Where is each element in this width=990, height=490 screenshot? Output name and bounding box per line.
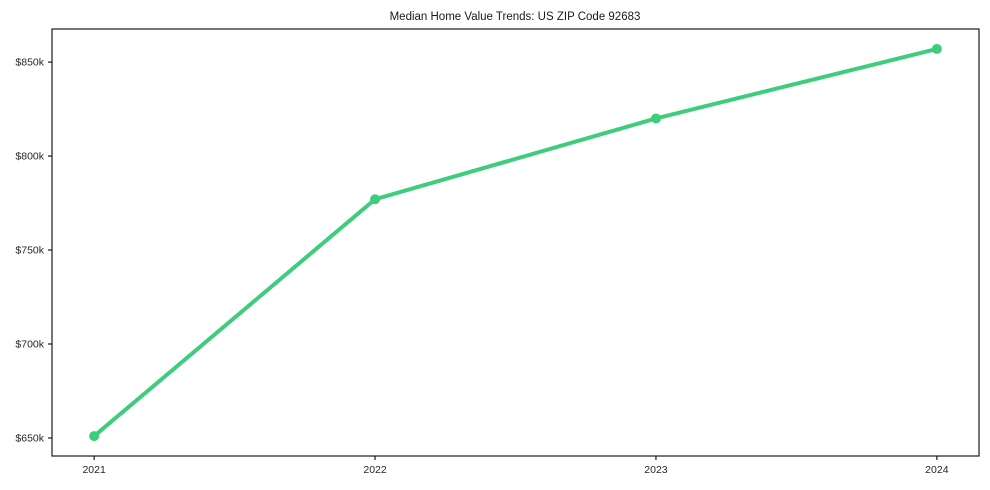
y-tick-label: $800k <box>15 151 44 163</box>
chart-title: Median Home Value Trends: US ZIP Code 92… <box>390 11 641 23</box>
trend-line <box>92 46 939 439</box>
axes-frame <box>51 28 980 457</box>
data-point-marker <box>370 194 381 205</box>
x-tick-label: 2021 <box>82 464 106 476</box>
y-tick-label: $750k <box>15 245 44 257</box>
y-tick-label: $650k <box>15 432 44 444</box>
y-tick-label: $700k <box>15 338 44 350</box>
plot-area: $650k $700k $750k $800k $850k 2021 2022 2023 202… <box>15 28 980 476</box>
data-point-marker <box>650 113 661 124</box>
x-tick-label: 2023 <box>644 464 668 476</box>
data-point-marker <box>89 431 100 442</box>
data-point-marker <box>931 43 942 54</box>
x-tick-label: 2022 <box>363 464 387 476</box>
x-tick-label: 2024 <box>925 464 949 476</box>
y-tick-label: $850k <box>15 57 44 69</box>
